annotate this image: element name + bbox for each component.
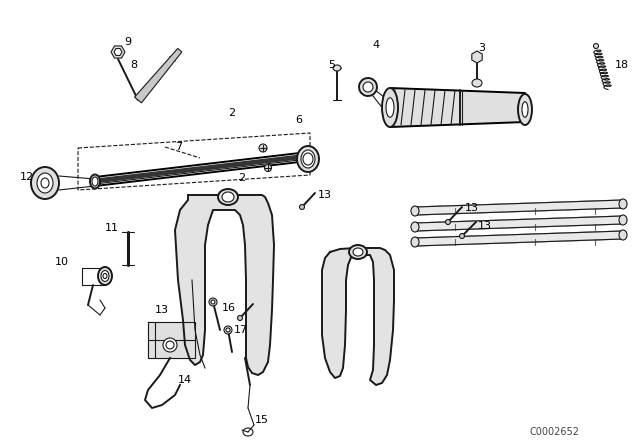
Ellipse shape	[103, 273, 107, 279]
Polygon shape	[472, 51, 482, 63]
Polygon shape	[148, 322, 195, 358]
Ellipse shape	[349, 245, 367, 259]
Ellipse shape	[353, 248, 363, 256]
Text: 3: 3	[478, 43, 485, 53]
Polygon shape	[390, 88, 525, 127]
Ellipse shape	[333, 65, 341, 71]
Text: 15: 15	[255, 415, 269, 425]
Polygon shape	[322, 248, 394, 385]
Polygon shape	[415, 200, 623, 215]
Ellipse shape	[218, 189, 238, 205]
Ellipse shape	[386, 98, 394, 117]
Ellipse shape	[382, 88, 398, 127]
Ellipse shape	[163, 338, 177, 352]
Ellipse shape	[518, 94, 532, 125]
Text: 14: 14	[178, 375, 192, 385]
Ellipse shape	[460, 233, 465, 238]
Ellipse shape	[92, 177, 98, 186]
Text: 16: 16	[222, 303, 236, 313]
Ellipse shape	[226, 328, 230, 332]
Text: 17: 17	[234, 325, 248, 335]
Ellipse shape	[211, 300, 215, 304]
Ellipse shape	[619, 199, 627, 209]
Text: 11: 11	[105, 223, 119, 233]
Ellipse shape	[37, 173, 53, 193]
Text: 5: 5	[328, 60, 335, 70]
Ellipse shape	[31, 167, 59, 199]
Polygon shape	[415, 231, 623, 246]
Text: 6: 6	[295, 115, 302, 125]
Ellipse shape	[472, 79, 482, 87]
Ellipse shape	[237, 315, 243, 320]
Ellipse shape	[411, 237, 419, 247]
Ellipse shape	[359, 78, 377, 96]
Text: C0002652: C0002652	[530, 427, 580, 437]
Text: 10: 10	[55, 257, 69, 267]
Polygon shape	[111, 46, 125, 58]
Ellipse shape	[619, 230, 627, 240]
Text: 18: 18	[615, 60, 629, 70]
Ellipse shape	[522, 102, 528, 117]
Ellipse shape	[619, 215, 627, 225]
Text: 13: 13	[478, 221, 492, 231]
Ellipse shape	[209, 298, 217, 306]
Text: 2: 2	[228, 108, 235, 118]
Ellipse shape	[300, 204, 305, 210]
Ellipse shape	[41, 178, 49, 188]
Ellipse shape	[445, 220, 451, 224]
Text: 7: 7	[175, 142, 182, 152]
Ellipse shape	[593, 43, 598, 48]
Text: 13: 13	[465, 203, 479, 213]
Ellipse shape	[166, 341, 174, 349]
Text: 12: 12	[20, 172, 34, 182]
Ellipse shape	[264, 164, 271, 172]
Polygon shape	[415, 216, 623, 231]
Ellipse shape	[259, 144, 267, 152]
Ellipse shape	[301, 150, 315, 168]
Text: 8: 8	[130, 60, 137, 70]
Text: 9: 9	[124, 37, 131, 47]
Ellipse shape	[411, 206, 419, 216]
Polygon shape	[175, 195, 274, 375]
Ellipse shape	[297, 146, 319, 172]
Ellipse shape	[411, 222, 419, 232]
Ellipse shape	[90, 175, 100, 189]
Text: 2: 2	[238, 173, 245, 183]
Polygon shape	[114, 48, 122, 56]
Text: 13: 13	[318, 190, 332, 200]
Polygon shape	[134, 48, 182, 103]
Ellipse shape	[222, 192, 234, 202]
Text: 13: 13	[155, 305, 169, 315]
Ellipse shape	[101, 271, 109, 281]
Ellipse shape	[98, 267, 112, 285]
Text: 4: 4	[372, 40, 379, 50]
Ellipse shape	[363, 82, 373, 92]
Ellipse shape	[224, 326, 232, 334]
